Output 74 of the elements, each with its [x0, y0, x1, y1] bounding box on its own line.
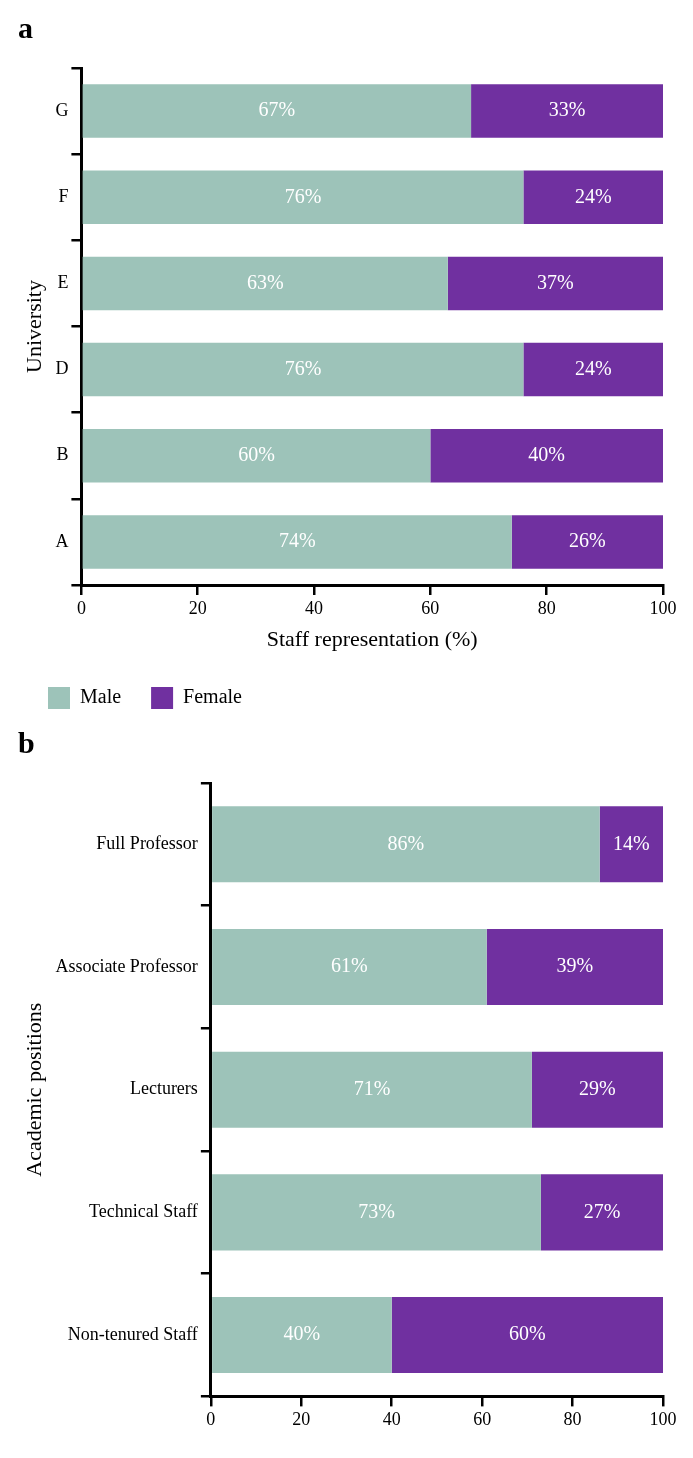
data-label: 73%: [358, 1199, 395, 1222]
bar: [212, 1051, 532, 1128]
x-tick-label: 100: [649, 597, 677, 618]
data-label: 26%: [569, 529, 606, 552]
x-tick-label: 60: [473, 1408, 492, 1429]
bar: [391, 1297, 663, 1374]
y-axis-title: University: [20, 280, 46, 373]
data-label: 60%: [238, 443, 275, 465]
bar: [82, 256, 448, 311]
x-tick-label: 40: [305, 597, 324, 618]
bar: [82, 342, 524, 397]
chart-title: a: [18, 10, 33, 44]
bar: [430, 429, 663, 483]
x-tick-label: 100: [649, 1408, 677, 1429]
bar: [212, 928, 487, 1006]
data-label: 24%: [574, 356, 612, 379]
bar: [82, 84, 472, 138]
y-axis-title: Academic positions: [20, 1002, 46, 1177]
x-tick-label: 80: [563, 1408, 582, 1429]
x-tick-label: 0: [76, 597, 86, 618]
data-label: 37%: [537, 270, 574, 293]
bar: [523, 170, 663, 224]
data-label: 40%: [283, 1322, 321, 1345]
data-label: 67%: [258, 98, 296, 121]
data-label: 24%: [574, 184, 612, 207]
bar: [523, 342, 663, 397]
bar: [82, 429, 431, 483]
y-tick-label: A: [55, 530, 69, 551]
x-tick-label: 20: [188, 597, 207, 618]
bar: [471, 84, 663, 138]
data-label: 14%: [613, 831, 650, 854]
y-tick-label: Non-tenured Staff: [67, 1323, 198, 1344]
data-label: 39%: [556, 954, 594, 977]
bar: [212, 1174, 541, 1251]
x-tick-label: 0: [206, 1408, 216, 1429]
legend-label: Male: [80, 685, 122, 708]
y-tick-label: B: [56, 444, 69, 465]
y-tick-label: Technical Staff: [89, 1201, 198, 1222]
data-label: 63%: [246, 270, 284, 293]
y-tick-label: D: [55, 358, 69, 379]
y-tick-label: Lecturers: [129, 1078, 198, 1099]
bar: [212, 1297, 392, 1374]
data-label: 86%: [387, 831, 425, 854]
data-label: 33%: [548, 98, 586, 121]
bar: [531, 1051, 663, 1128]
x-axis-title: Staff representation (%): [266, 625, 478, 651]
y-tick-label: Associate Professor: [55, 955, 198, 976]
data-label: 71%: [353, 1076, 391, 1099]
bar: [599, 806, 663, 883]
data-label: 74%: [278, 529, 316, 552]
data-label: 76%: [284, 184, 322, 207]
data-label: 40%: [528, 443, 566, 465]
bar: [212, 806, 600, 883]
bar: [82, 170, 524, 224]
chart-title: b: [18, 725, 35, 759]
y-tick-label: E: [57, 272, 69, 293]
legend-label: Female: [183, 685, 243, 708]
y-tick-label: Full Professor: [96, 833, 198, 854]
data-label: 61%: [331, 954, 368, 977]
bar: [540, 1174, 663, 1251]
data-label: 27%: [583, 1199, 621, 1222]
data-label: 76%: [284, 356, 322, 379]
x-tick-label: 60: [421, 597, 440, 618]
bar: [447, 256, 663, 311]
x-tick-label: 20: [292, 1408, 311, 1429]
x-tick-label: 80: [537, 597, 556, 618]
bar: [511, 515, 663, 569]
y-tick-label: G: [55, 99, 69, 120]
y-tick-label: F: [58, 185, 69, 206]
data-label: 60%: [509, 1322, 546, 1345]
bar: [82, 515, 512, 569]
bar: [486, 928, 663, 1006]
x-tick-label: 40: [382, 1408, 401, 1429]
data-label: 29%: [579, 1076, 616, 1099]
